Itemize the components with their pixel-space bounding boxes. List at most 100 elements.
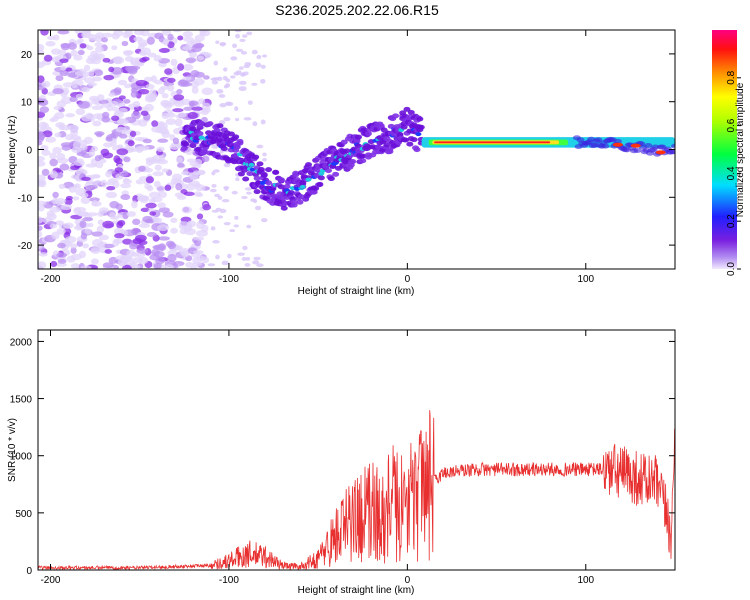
noise-blob xyxy=(219,102,227,108)
ridge-blob xyxy=(400,124,408,130)
ridge-blob xyxy=(354,134,362,140)
noise-blob xyxy=(256,144,264,149)
noise-blob xyxy=(126,250,136,257)
noise-blob xyxy=(211,80,219,85)
noise-blob xyxy=(230,56,238,61)
ridge-blob xyxy=(340,139,348,145)
noise-blob xyxy=(232,43,238,49)
noise-blob xyxy=(153,217,163,224)
noise-blob xyxy=(219,42,227,46)
right-blob xyxy=(601,143,610,149)
noise-blob xyxy=(145,83,155,90)
noise-blob xyxy=(73,54,83,61)
noise-blob xyxy=(84,228,92,235)
noise-blob xyxy=(176,162,185,168)
noise-blob xyxy=(132,100,141,108)
noise-blob xyxy=(201,155,210,163)
ridge-blob xyxy=(296,199,304,205)
y-tick-label: 10 xyxy=(21,98,33,109)
ridge-blob xyxy=(324,168,332,174)
noise-blob xyxy=(145,219,155,224)
noise-blob xyxy=(41,168,50,177)
noise-blob xyxy=(241,256,247,261)
ridge-blob xyxy=(256,161,264,167)
noise-blob xyxy=(38,252,48,257)
noise-blob xyxy=(215,254,220,260)
noise-blob xyxy=(109,212,116,220)
noise-blob xyxy=(38,98,49,107)
noise-blob xyxy=(156,146,165,152)
noise-blob xyxy=(120,194,131,201)
noise-blob xyxy=(212,240,220,244)
ridge-blob xyxy=(317,175,325,181)
noise-blob xyxy=(260,78,266,84)
noise-blob xyxy=(38,230,43,238)
noise-blob xyxy=(134,234,147,242)
noise-blob xyxy=(123,50,133,56)
noise-blob xyxy=(102,57,111,63)
noise-blob xyxy=(177,63,185,71)
noise-blob xyxy=(50,260,58,268)
noise-blob xyxy=(126,211,137,217)
noise-blob xyxy=(38,49,45,55)
noise-blob xyxy=(87,70,95,77)
noise-blob xyxy=(210,77,217,81)
noise-blob xyxy=(136,252,146,258)
noise-blob xyxy=(93,69,104,77)
noise-blob xyxy=(85,112,94,120)
noise-blob xyxy=(106,186,116,191)
noise-blob xyxy=(41,149,51,156)
noise-blob xyxy=(138,223,151,228)
noise-blob xyxy=(75,108,86,116)
noise-blob xyxy=(96,225,105,234)
noise-blob xyxy=(253,256,261,261)
noise-blob xyxy=(261,218,268,223)
noise-blob xyxy=(194,158,203,166)
noise-blob xyxy=(233,224,239,228)
noise-blob xyxy=(182,36,194,42)
noise-blob xyxy=(252,260,260,265)
noise-blob xyxy=(75,93,83,99)
noise-blob xyxy=(59,58,69,63)
noise-blob xyxy=(54,132,62,138)
noise-blob xyxy=(114,233,125,239)
noise-blob xyxy=(80,265,92,269)
noise-blob xyxy=(105,136,113,142)
ridge-blob xyxy=(327,176,335,182)
noise-blob xyxy=(38,111,46,118)
noise-blob xyxy=(172,137,180,145)
noise-blob xyxy=(92,174,101,179)
noise-blob xyxy=(167,84,175,92)
noise-blob xyxy=(117,144,124,149)
noise-blob xyxy=(103,74,115,81)
x-tick-label: -200 xyxy=(40,575,60,586)
noise-blob xyxy=(82,243,90,249)
noise-blob xyxy=(143,76,154,82)
noise-blob xyxy=(235,48,244,53)
noise-blob xyxy=(216,89,224,94)
noise-blob xyxy=(80,196,91,205)
noise-blob xyxy=(230,75,236,79)
noise-blob xyxy=(122,264,132,269)
noise-blob xyxy=(45,136,57,143)
noise-blob xyxy=(181,46,193,51)
noise-blob xyxy=(251,82,258,86)
noise-blob xyxy=(118,107,128,113)
ridge-blob xyxy=(349,158,357,164)
x-tick-label: 100 xyxy=(577,274,594,285)
noise-blob xyxy=(77,49,85,56)
noise-blob xyxy=(191,86,199,94)
noise-blob xyxy=(114,167,124,173)
noise-blob xyxy=(200,109,209,116)
hot-spot xyxy=(630,143,641,148)
noise-blob xyxy=(170,227,178,234)
noise-blob xyxy=(79,43,87,49)
ridge-blob xyxy=(413,147,421,153)
noise-blob xyxy=(78,100,90,109)
noise-blob xyxy=(154,79,163,85)
noise-blob xyxy=(97,211,104,217)
noise-blob xyxy=(241,195,248,200)
noise-blob xyxy=(117,219,126,227)
noise-blob xyxy=(260,64,266,69)
